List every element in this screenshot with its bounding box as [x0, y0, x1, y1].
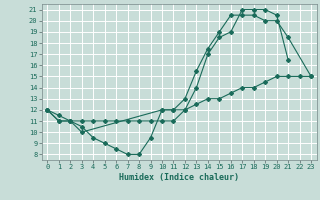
- X-axis label: Humidex (Indice chaleur): Humidex (Indice chaleur): [119, 173, 239, 182]
